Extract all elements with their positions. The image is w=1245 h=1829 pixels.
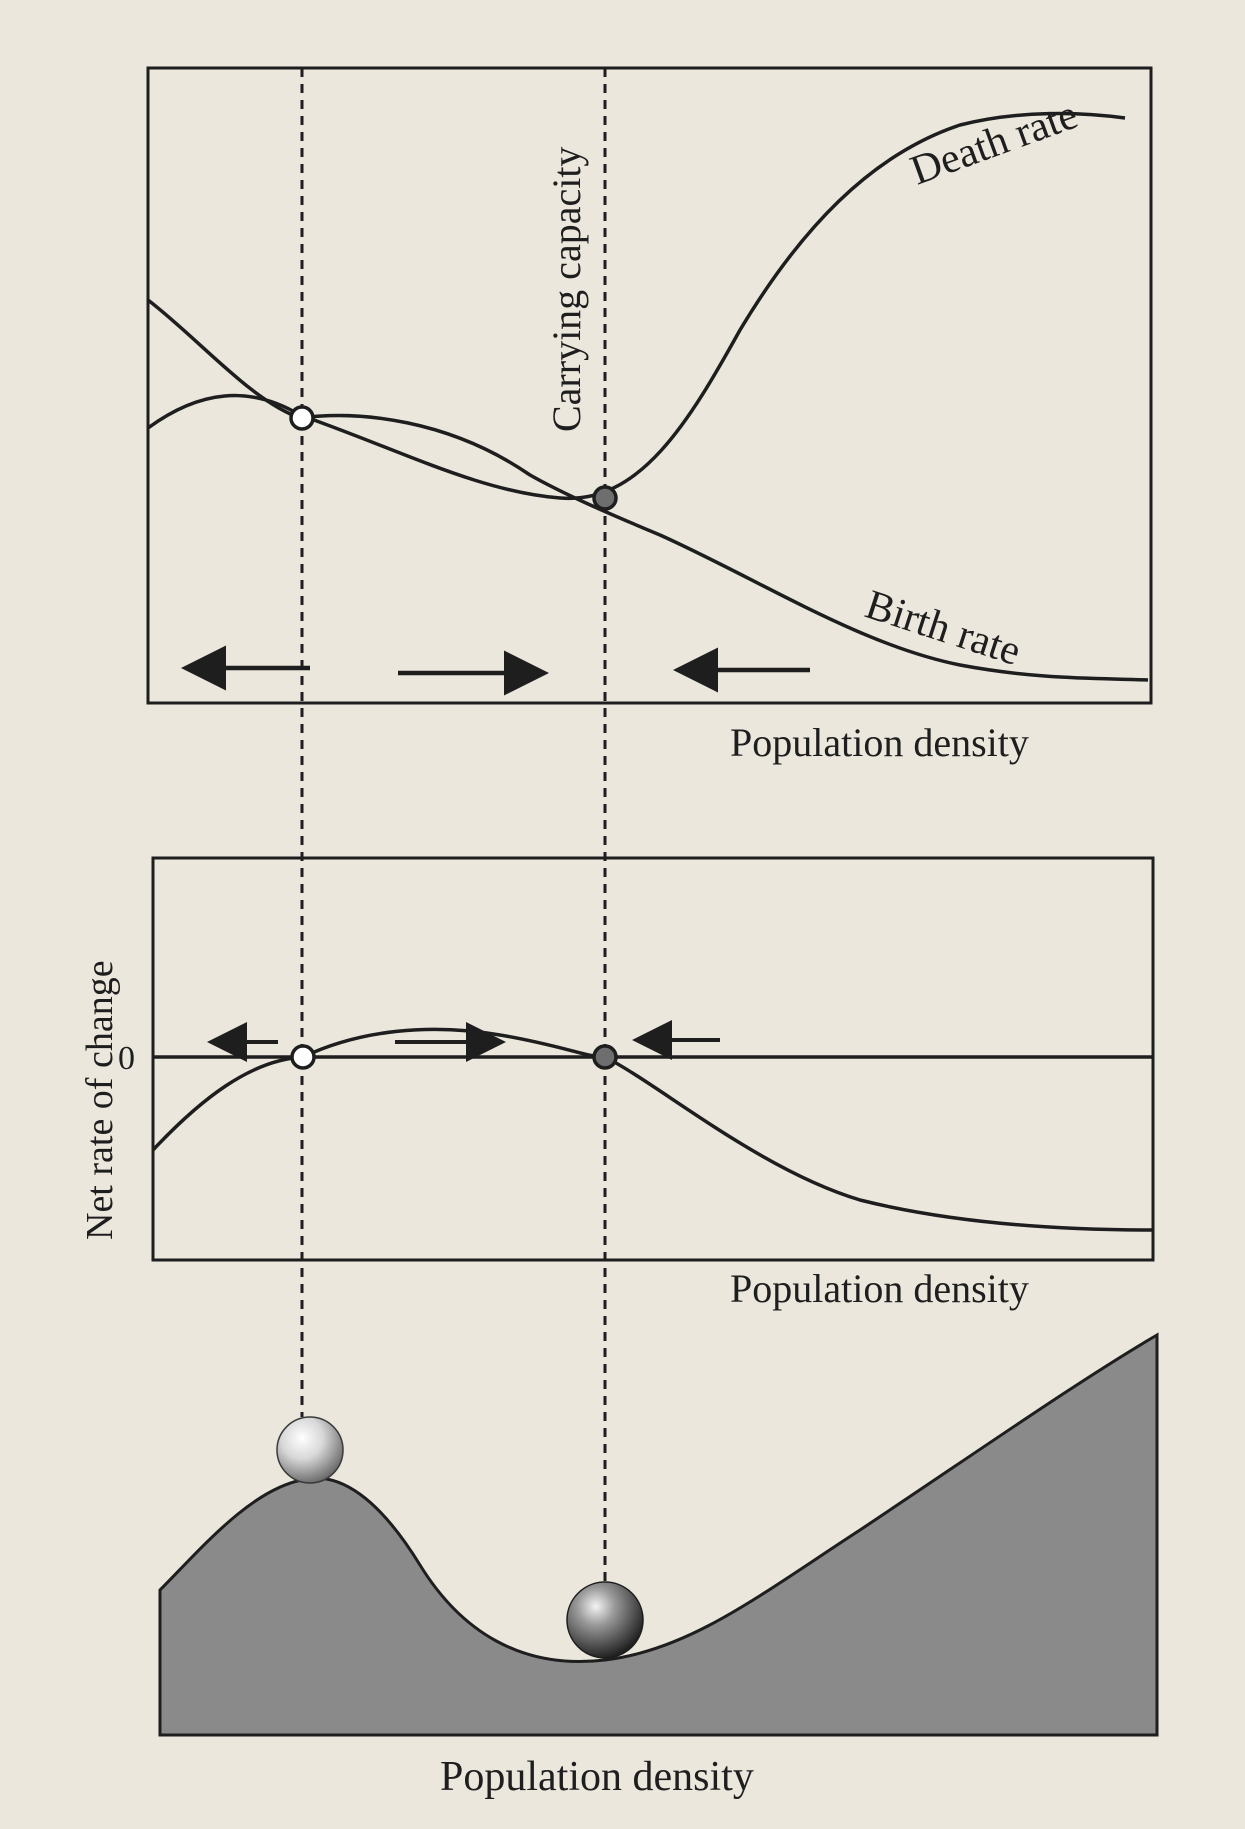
bottom-xlabel: Population density	[440, 1754, 754, 1800]
unstable-equilibrium-marker-middle	[290, 1044, 316, 1070]
ball-unstable-equilibrium	[276, 1416, 344, 1484]
stable-equilibrium-marker-middle	[592, 1044, 618, 1070]
ball-stable-equilibrium	[566, 1581, 644, 1659]
birth-rate-curve	[146, 298, 1149, 682]
middle-panel-frame	[151, 856, 1155, 1262]
death-rate-label: Death rate	[905, 92, 1084, 195]
carrying-capacity-label: Carrying capacity	[544, 147, 589, 432]
stable-equilibrium-marker-top	[592, 485, 618, 511]
middle-ylabel: Net rate of change	[79, 960, 121, 1240]
zero-tick-label: 0	[118, 1040, 135, 1077]
stability-landscape	[158, 1332, 1159, 1737]
middle-xlabel: Population density	[730, 1266, 1029, 1311]
top-xlabel: Population density	[730, 720, 1029, 765]
unstable-equilibrium-marker-top	[289, 405, 315, 431]
top-panel-frame	[146, 66, 1153, 705]
